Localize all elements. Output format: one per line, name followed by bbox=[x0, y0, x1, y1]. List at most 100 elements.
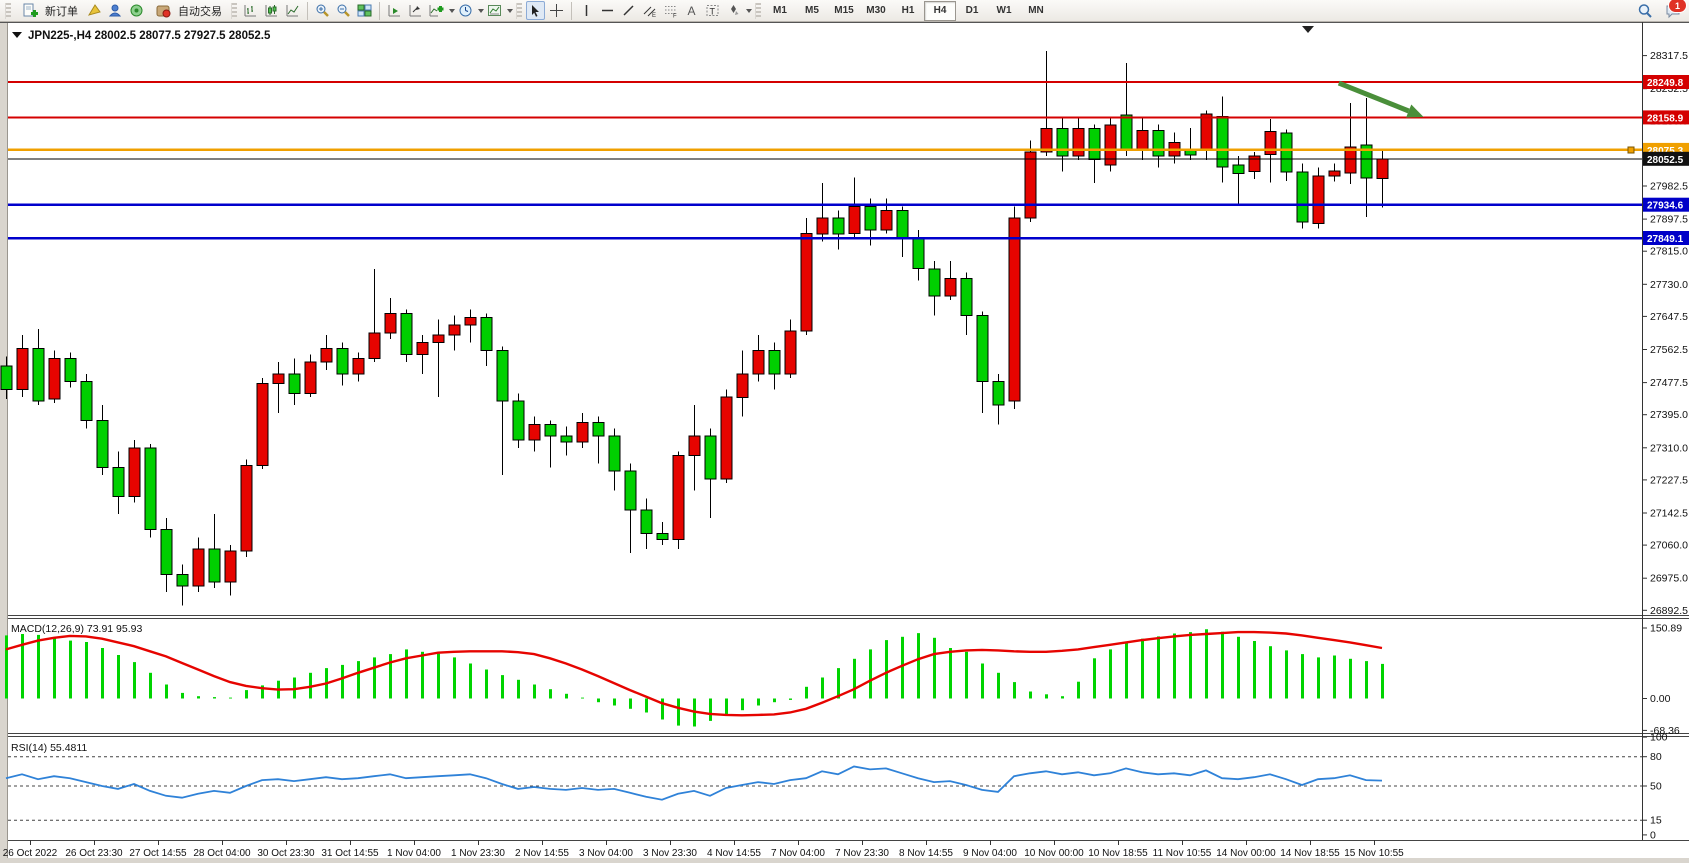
svg-text:27934.6: 27934.6 bbox=[1647, 201, 1684, 212]
bar-chart-mode-icon[interactable] bbox=[241, 1, 260, 20]
svg-text:27060.0: 27060.0 bbox=[1650, 540, 1688, 552]
svg-text:3 Nov 23:30: 3 Nov 23:30 bbox=[643, 848, 697, 859]
svg-text:MACD(12,26,9) 73.91 95.93: MACD(12,26,9) 73.91 95.93 bbox=[11, 623, 142, 635]
svg-text:28 Oct 04:00: 28 Oct 04:00 bbox=[193, 848, 251, 859]
timeframe-toolbar: M1 M5 M15 M30 H1 H4 D1 W1 MN bbox=[764, 0, 1052, 21]
periods-caret-icon[interactable] bbox=[478, 8, 484, 13]
vertical-line-tool-icon[interactable] bbox=[577, 1, 596, 20]
text-tool-icon[interactable]: A bbox=[682, 1, 701, 20]
horizontal-level-lines[interactable] bbox=[8, 81, 1642, 240]
svg-text:31 Oct 14:55: 31 Oct 14:55 bbox=[321, 848, 379, 859]
chart-header: JPN225-,H4 28002.5 28077.5 27927.5 28052… bbox=[12, 30, 271, 42]
svg-text:27 Oct 14:55: 27 Oct 14:55 bbox=[129, 848, 187, 859]
indicators-caret-icon[interactable] bbox=[449, 8, 455, 13]
svg-text:100: 100 bbox=[1650, 732, 1668, 744]
timeframe-W1[interactable]: W1 bbox=[996, 5, 1012, 17]
timeframe-D1[interactable]: D1 bbox=[965, 5, 979, 17]
toolbar-grip[interactable] bbox=[755, 2, 761, 19]
svg-text:RSI(14) 55.4811: RSI(14) 55.4811 bbox=[11, 742, 87, 754]
timeframe-M5[interactable]: M5 bbox=[805, 5, 819, 17]
toolbar-grip[interactable] bbox=[231, 2, 237, 19]
toolbar-grip[interactable] bbox=[5, 2, 11, 19]
svg-text:8 Nov 14:55: 8 Nov 14:55 bbox=[899, 848, 953, 859]
auto-trading-button[interactable]: 自动交易 bbox=[147, 0, 228, 22]
svg-text:26 Oct 23:30: 26 Oct 23:30 bbox=[65, 848, 123, 859]
svg-text:27477.5: 27477.5 bbox=[1650, 377, 1688, 389]
fibonacci-tool-icon[interactable]: F bbox=[661, 1, 680, 20]
line-chart-mode-icon[interactable] bbox=[283, 1, 302, 20]
periods-icon[interactable] bbox=[456, 1, 475, 20]
templates-icon[interactable] bbox=[485, 1, 504, 20]
svg-text:27647.5: 27647.5 bbox=[1650, 311, 1688, 323]
new-order-button[interactable]: 新订单 bbox=[14, 0, 84, 22]
svg-text:27982.5: 27982.5 bbox=[1650, 181, 1688, 193]
signals-icon[interactable] bbox=[127, 1, 146, 20]
chart-shift-tool-icon[interactable] bbox=[85, 1, 104, 20]
svg-text:10 Nov 18:55: 10 Nov 18:55 bbox=[1088, 848, 1148, 859]
trend-arrow-annotation[interactable] bbox=[1337, 80, 1424, 118]
svg-text:1 Nov 23:30: 1 Nov 23:30 bbox=[451, 848, 505, 859]
zoom-in-icon[interactable] bbox=[313, 1, 332, 20]
timeframe-MN[interactable]: MN bbox=[1028, 5, 1044, 17]
main-toolbar: 新订单 自动交易 bbox=[0, 0, 1689, 22]
search-icon[interactable] bbox=[1635, 1, 1654, 20]
svg-text:15: 15 bbox=[1650, 815, 1662, 827]
svg-text:F: F bbox=[673, 14, 677, 19]
candlestick-mode-icon[interactable] bbox=[262, 1, 281, 20]
chart-shift-marker[interactable] bbox=[1302, 26, 1314, 33]
equidistant-channel-tool-icon[interactable]: E bbox=[640, 1, 659, 20]
timeframe-H4[interactable]: H4 bbox=[924, 0, 956, 21]
svg-text:27562.5: 27562.5 bbox=[1650, 344, 1688, 356]
arrows-caret-icon[interactable] bbox=[746, 8, 752, 13]
svg-text:27897.5: 27897.5 bbox=[1650, 214, 1688, 226]
timeframe-M15[interactable]: M15 bbox=[834, 5, 854, 17]
price-axis[interactable]: 28317.528232.528150.027982.527897.527815… bbox=[1642, 50, 1688, 841]
svg-text:9 Nov 04:00: 9 Nov 04:00 bbox=[963, 848, 1017, 859]
svg-text:A: A bbox=[688, 4, 696, 18]
tile-windows-icon[interactable] bbox=[355, 1, 374, 20]
auto-trading-icon bbox=[154, 1, 173, 20]
toolbar-grip[interactable] bbox=[516, 2, 522, 19]
crosshair-tool-icon[interactable] bbox=[547, 1, 566, 20]
timeframe-M30[interactable]: M30 bbox=[866, 5, 886, 17]
svg-text:-68.36: -68.36 bbox=[1650, 725, 1680, 737]
timeframe-H1[interactable]: H1 bbox=[901, 5, 915, 17]
svg-text:11 Nov 10:55: 11 Nov 10:55 bbox=[1153, 848, 1212, 859]
svg-text:14 Nov 18:55: 14 Nov 18:55 bbox=[1280, 848, 1340, 859]
horizontal-line-tool-icon[interactable] bbox=[598, 1, 617, 20]
time-axis[interactable]: 26 Oct 2022 26 Oct 23:30 27 Oct 14:55 28 Oc… bbox=[3, 840, 1404, 859]
svg-text:4 Nov 14:55: 4 Nov 14:55 bbox=[707, 848, 761, 859]
cursor-tool-icon[interactable] bbox=[526, 1, 545, 20]
svg-text:0: 0 bbox=[1650, 829, 1656, 841]
chart-shift-icon[interactable] bbox=[406, 1, 425, 20]
svg-text:2 Nov 14:55: 2 Nov 14:55 bbox=[515, 848, 569, 859]
svg-text:T: T bbox=[710, 7, 716, 17]
auto-scroll-icon[interactable] bbox=[385, 1, 404, 20]
svg-text:15 Nov 10:55: 15 Nov 10:55 bbox=[1344, 848, 1404, 859]
community-chat-icon[interactable]: 1 bbox=[1663, 0, 1687, 20]
svg-text:30 Oct 23:30: 30 Oct 23:30 bbox=[257, 848, 315, 859]
svg-text:26892.5: 26892.5 bbox=[1650, 605, 1688, 617]
svg-text:26 Oct 2022: 26 Oct 2022 bbox=[3, 848, 58, 859]
candles bbox=[0, 50, 1389, 606]
templates-caret-icon[interactable] bbox=[507, 8, 513, 13]
svg-text:28158.9: 28158.9 bbox=[1647, 113, 1684, 124]
new-order-icon bbox=[21, 1, 40, 20]
market-watch-icon[interactable] bbox=[106, 1, 125, 20]
price-chart[interactable]: JPN225-,H4 28002.5 28077.5 27927.5 28052… bbox=[0, 22, 1689, 863]
svg-text:27142.5: 27142.5 bbox=[1650, 508, 1688, 520]
svg-text:28052.5: 28052.5 bbox=[1647, 155, 1684, 166]
zoom-out-icon[interactable] bbox=[334, 1, 353, 20]
trendline-tool-icon[interactable] bbox=[619, 1, 638, 20]
timeframe-M1[interactable]: M1 bbox=[773, 5, 787, 17]
rsi-indicator: RSI(14) 55.4811 bbox=[5, 742, 1642, 821]
arrows-tool-icon[interactable] bbox=[724, 1, 743, 20]
auto-trading-label: 自动交易 bbox=[178, 5, 222, 18]
new-order-label: 新订单 bbox=[45, 5, 78, 18]
svg-text:10 Nov 00:00: 10 Nov 00:00 bbox=[1024, 848, 1084, 859]
chart-window[interactable]: JPN225-,H4 28002.5 28077.5 27927.5 28052… bbox=[0, 22, 1689, 863]
text-label-tool-icon[interactable]: T bbox=[703, 1, 722, 20]
indicators-icon[interactable] bbox=[427, 1, 446, 20]
svg-text:7 Nov 04:00: 7 Nov 04:00 bbox=[771, 848, 825, 859]
